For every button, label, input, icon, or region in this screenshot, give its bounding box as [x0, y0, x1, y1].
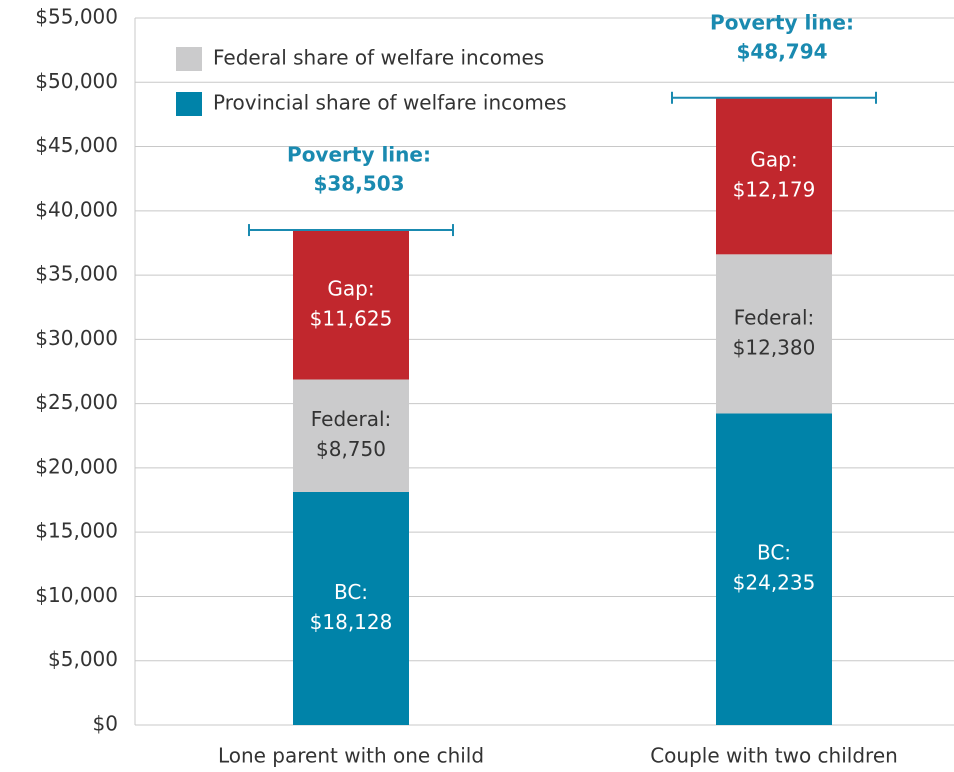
bar-segment	[716, 413, 832, 725]
x-tick-label: Couple with two children	[650, 744, 898, 768]
poverty-line-value: $48,794	[736, 39, 827, 63]
y-tick-label: $25,000	[35, 390, 118, 414]
segment-label: Federal:	[311, 407, 392, 431]
data-label: $8,750	[316, 437, 386, 461]
bar-segment	[293, 379, 409, 492]
segment-label: Gap:	[327, 276, 374, 300]
poverty-line-label: Poverty line:	[710, 10, 854, 34]
data-label: $18,128	[310, 610, 393, 634]
data-label: $11,625	[310, 306, 393, 330]
legend-swatch	[176, 92, 202, 116]
y-tick-label: $0	[93, 712, 118, 736]
y-tick-label: $10,000	[35, 583, 118, 607]
bar-segment	[293, 491, 409, 725]
y-tick-label: $5,000	[48, 647, 118, 671]
segment-label: BC:	[334, 580, 368, 604]
bar-segment	[716, 97, 832, 255]
poverty-line-value: $38,503	[313, 172, 404, 196]
segment-label: Gap:	[750, 148, 797, 172]
y-tick-label: $35,000	[35, 262, 118, 286]
y-tick-label: $30,000	[35, 326, 118, 350]
poverty-line	[248, 224, 454, 237]
legend-label: Provincial share of welfare incomes	[213, 91, 567, 115]
y-tick-label: $40,000	[35, 197, 118, 221]
bar-segment	[293, 230, 409, 380]
data-label: $24,235	[733, 571, 816, 595]
data-label: $12,179	[733, 178, 816, 202]
legend-swatch	[176, 47, 202, 71]
bar-segment	[716, 254, 832, 414]
legend-label: Federal share of welfare incomes	[213, 46, 544, 70]
segment-label: Federal:	[734, 305, 815, 329]
x-tick-label: Lone parent with one child	[218, 744, 484, 768]
y-tick-label: $20,000	[35, 454, 118, 478]
data-label: $12,380	[733, 335, 816, 359]
y-tick-label: $50,000	[35, 69, 118, 93]
y-tick-label: $55,000	[35, 5, 118, 29]
poverty-line	[671, 91, 877, 104]
poverty-line-label: Poverty line:	[287, 143, 431, 167]
y-tick-label: $15,000	[35, 519, 118, 543]
y-tick-label: $45,000	[35, 133, 118, 157]
segment-label: BC:	[757, 541, 791, 565]
